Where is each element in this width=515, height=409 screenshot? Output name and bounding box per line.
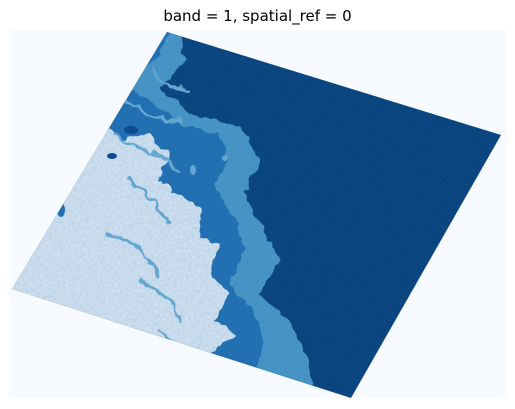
image-axes — [9, 30, 507, 398]
plot-title: band = 1, spatial_ref = 0 — [163, 7, 352, 25]
raster-image — [9, 30, 507, 398]
